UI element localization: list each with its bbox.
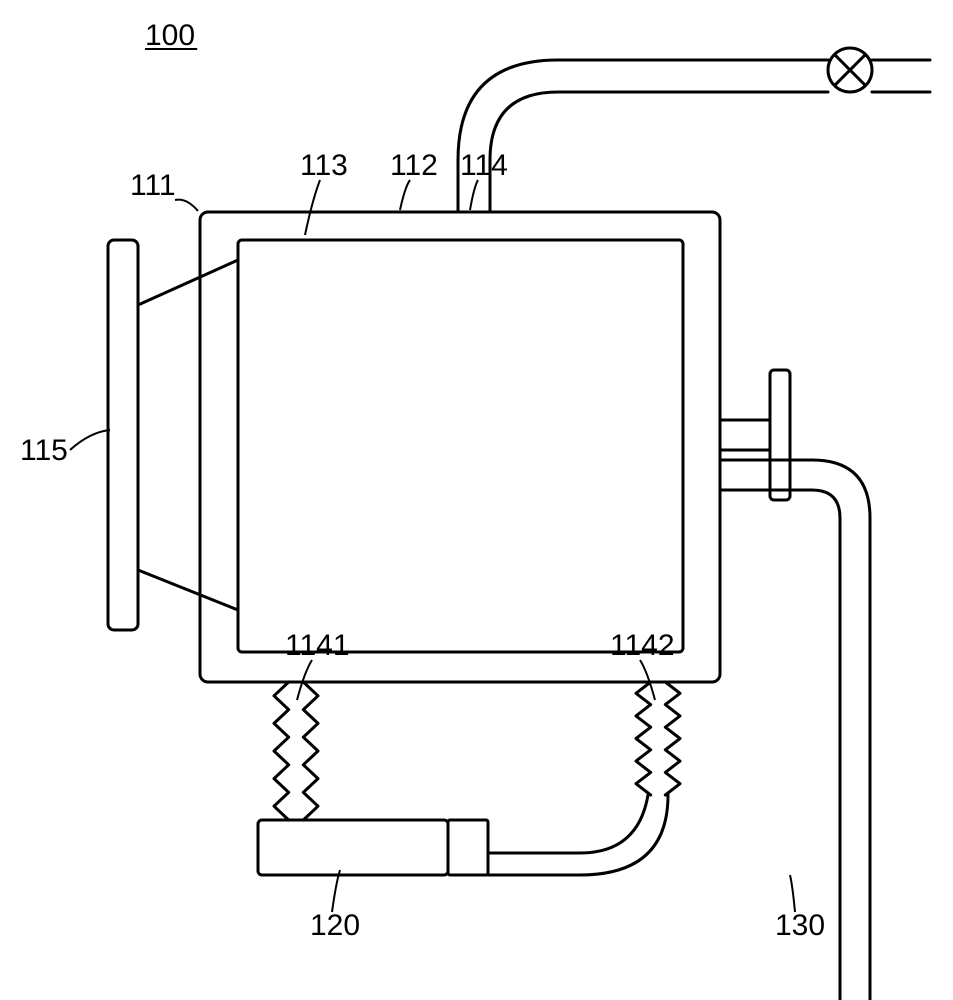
inner-chamber xyxy=(238,240,683,652)
label-ref112: 112 xyxy=(390,149,438,182)
patent-figure: 100 111 113 112 114 115 1141 1142 120 130 xyxy=(0,0,953,1000)
leader-l112 xyxy=(400,180,410,210)
leader-l115 xyxy=(70,430,110,450)
bellows-to-pump-pipe xyxy=(488,795,668,875)
leader-l130 xyxy=(790,875,795,912)
leader-l1141 xyxy=(297,660,312,700)
leader-l114 xyxy=(470,180,478,210)
label-ref113: 113 xyxy=(300,149,348,182)
horn xyxy=(138,260,238,610)
label-ref100: 100 xyxy=(145,19,195,52)
bellows-left xyxy=(274,682,318,820)
bellows-right xyxy=(636,682,680,795)
pump-body xyxy=(258,820,448,875)
label-ref115: 115 xyxy=(20,434,68,467)
label-ref1142: 1142 xyxy=(610,629,675,662)
label-ref1141: 1141 xyxy=(285,629,350,662)
rear-shaft xyxy=(720,420,770,450)
outer-housing xyxy=(200,212,720,682)
label-ref130: 130 xyxy=(775,909,825,942)
label-ref114: 114 xyxy=(460,149,508,182)
leader-l111 xyxy=(175,200,198,211)
front-plate xyxy=(108,240,138,630)
leader-l1142 xyxy=(640,660,655,700)
rear-plate xyxy=(770,370,790,500)
pump-port xyxy=(448,820,488,875)
label-ref120: 120 xyxy=(310,909,360,942)
leader-l113 xyxy=(305,180,320,235)
label-ref111: 111 xyxy=(130,169,176,202)
